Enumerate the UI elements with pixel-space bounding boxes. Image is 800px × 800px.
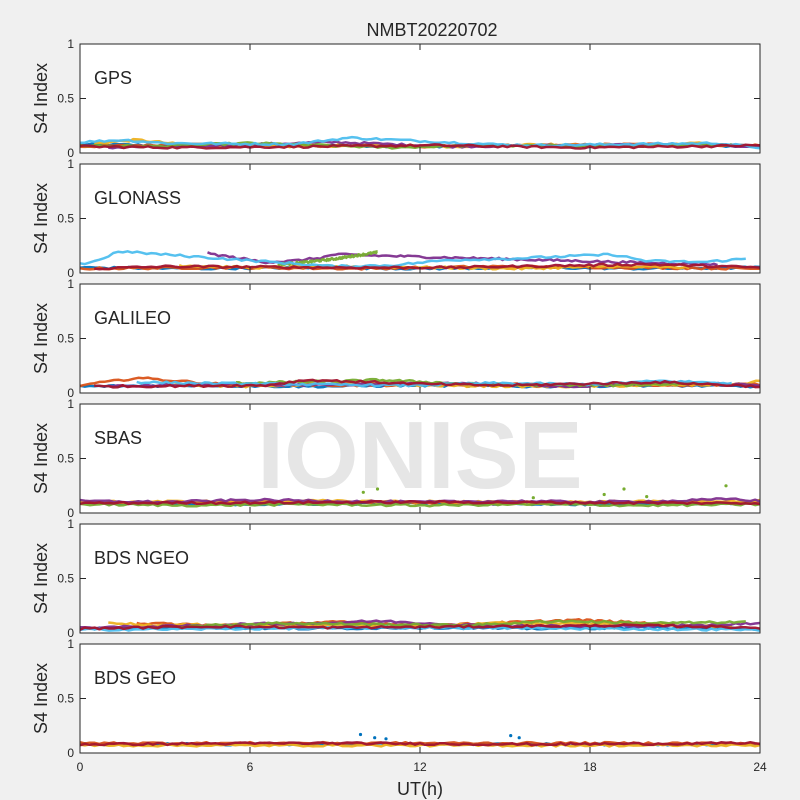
- x-tick-label: 24: [753, 760, 767, 774]
- panel-bds-ngeo: 0 0.5 1 S4 Index BDS NGEO: [31, 517, 761, 640]
- y-tick-label: 1: [67, 397, 74, 411]
- x-axis-label: UT(h): [397, 779, 443, 799]
- watermark-text: IONISE: [257, 402, 582, 509]
- data-track: [79, 623, 761, 631]
- y-axis-label: S4 Index: [31, 183, 51, 254]
- data-point: [358, 732, 363, 737]
- panel-title: SBAS: [94, 428, 142, 448]
- data-track: [80, 135, 761, 150]
- data-track: [207, 251, 718, 267]
- data-point: [361, 490, 365, 494]
- x-tick-label: 0: [77, 760, 84, 774]
- data-track: [79, 143, 761, 150]
- panel-title: BDS NGEO: [94, 548, 189, 568]
- data-track: [94, 262, 761, 271]
- data-point: [531, 496, 535, 500]
- y-tick-label: 0: [67, 626, 74, 640]
- panel-title: GPS: [94, 68, 132, 88]
- panel-gps: 0 0.5 1 S4 Index GPS: [31, 37, 761, 160]
- data-point: [645, 495, 649, 499]
- y-axis-label: S4 Index: [31, 423, 51, 494]
- panel-glonass: 0 0.5 1 S4 Index GLONASS: [31, 157, 761, 280]
- panel-galileo: 0 0.5 1 S4 Index GALILEO: [31, 277, 761, 400]
- y-tick-label: 1: [67, 517, 74, 531]
- plot-area: [80, 284, 760, 393]
- data-point: [375, 487, 380, 491]
- y-tick-label: 0.5: [57, 212, 74, 226]
- data-point: [602, 492, 606, 497]
- y-axis-label: S4 Index: [31, 63, 51, 134]
- panel-bds-geo: 0 0.5 1 S4 Index BDS GEO: [31, 637, 761, 760]
- plot-area: [80, 44, 760, 153]
- data-track: [79, 740, 761, 747]
- y-axis-label: S4 Index: [31, 543, 51, 614]
- panel-sbas: 0 0.5 1 S4 Index SBAS: [31, 397, 761, 520]
- panel-title: GLONASS: [94, 188, 181, 208]
- y-axis-label: S4 Index: [31, 303, 51, 374]
- y-tick-label: 0.5: [57, 452, 74, 466]
- y-tick-label: 0: [67, 746, 74, 760]
- data-point: [724, 484, 728, 488]
- plot-area: [80, 644, 760, 753]
- data-track: [94, 378, 761, 389]
- y-tick-label: 1: [67, 37, 74, 51]
- x-tick-label: 6: [247, 760, 254, 774]
- panel-title: GALILEO: [94, 308, 171, 328]
- data-point: [373, 736, 377, 740]
- data-track: [79, 502, 761, 508]
- plot-area: [80, 164, 760, 273]
- x-tick-label: 18: [583, 760, 597, 774]
- y-tick-label: 1: [67, 157, 74, 171]
- plot-area: [80, 524, 760, 633]
- chart-title: NMBT20220702: [366, 20, 497, 40]
- data-point: [622, 487, 626, 491]
- data-point: [384, 737, 388, 741]
- y-axis-label: S4 Index: [31, 663, 51, 734]
- y-tick-label: 0: [67, 506, 74, 520]
- y-tick-label: 0.5: [57, 92, 74, 106]
- data-point: [517, 736, 521, 740]
- panel-title: BDS GEO: [94, 668, 176, 688]
- y-tick-label: 0: [67, 386, 74, 400]
- y-tick-label: 0.5: [57, 692, 74, 706]
- y-tick-label: 0.5: [57, 332, 74, 346]
- y-tick-label: 0.5: [57, 572, 74, 586]
- plot-area: [80, 404, 760, 513]
- y-tick-label: 0: [67, 146, 74, 160]
- data-track: [79, 499, 761, 506]
- y-tick-label: 1: [67, 637, 74, 651]
- panels-group: 0 0.5 1 S4 Index GPS 0 0.5 1 S4 Index GLONASS 0 0.5…: [31, 37, 767, 774]
- data-point: [509, 734, 513, 738]
- y-tick-label: 1: [67, 277, 74, 291]
- data-track: [79, 250, 746, 269]
- y-tick-label: 0: [67, 266, 74, 280]
- x-tick-label: 12: [413, 760, 427, 774]
